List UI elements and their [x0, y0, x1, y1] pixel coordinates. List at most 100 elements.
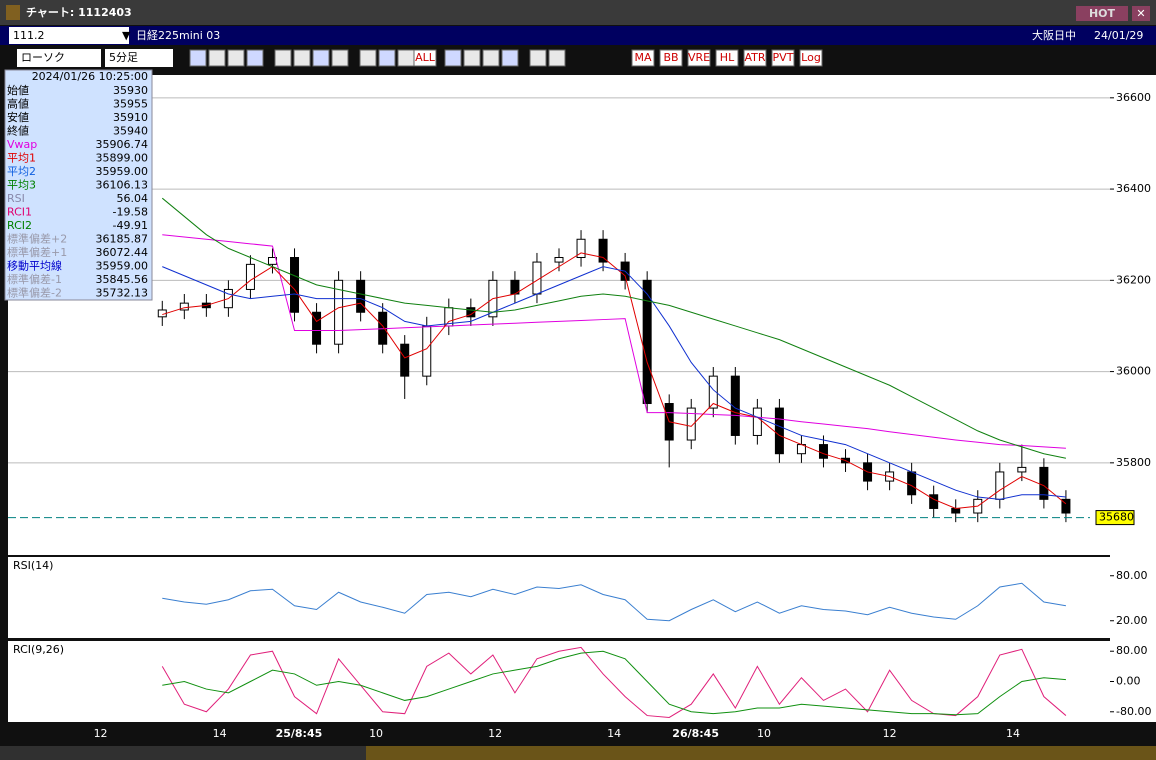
y-tick-label: 36000 [1116, 365, 1151, 378]
panel-title: RSI(14) [13, 559, 53, 572]
info-label: 標準偏差+2 [7, 232, 67, 246]
price-axis [1110, 75, 1156, 722]
series-line [161, 197, 1067, 459]
info-label: 平均2 [7, 165, 36, 178]
info-value: 35910 [113, 111, 148, 124]
tool-button[interactable] [687, 49, 711, 67]
tool-icon[interactable] [444, 49, 462, 67]
toolbar [0, 46, 1156, 70]
x-tick-label: 12 [94, 727, 108, 740]
tool-icon[interactable] [274, 49, 292, 67]
candle-body [356, 279, 366, 313]
chart-type-select[interactable] [17, 49, 101, 67]
date: 24/01/29 [1094, 29, 1143, 42]
tool-button[interactable] [631, 49, 655, 67]
info-label: 標準偏差+1 [7, 245, 67, 259]
info-value: 35940 [113, 125, 148, 138]
x-tick-label: 12 [488, 727, 502, 740]
tool-icon[interactable] [359, 49, 377, 67]
hot-label: HOT [1089, 7, 1116, 20]
tool-button[interactable] [771, 49, 795, 67]
tool-icon[interactable] [397, 49, 415, 67]
candle-body [179, 302, 189, 311]
close-button[interactable] [1132, 6, 1150, 21]
tool-icon[interactable] [312, 49, 330, 67]
price-panel [8, 75, 1110, 555]
candle-body [907, 471, 917, 496]
dropdown-arrow: ▼ [122, 29, 131, 42]
tool-button-label: ATR [744, 51, 765, 64]
candle-body [576, 238, 586, 259]
tool-icon[interactable] [482, 49, 500, 67]
candle-body [995, 471, 1005, 500]
symbol-box[interactable] [9, 27, 129, 44]
info-label: Vwap [7, 138, 37, 151]
panel-title: RCI(9,26) [13, 643, 64, 656]
window-title: チャート: 1112403 [26, 6, 132, 19]
candle-body [818, 444, 828, 459]
x-tick-label: 10 [757, 727, 771, 740]
tool-icon[interactable] [208, 49, 226, 67]
candle-body [774, 407, 784, 455]
app-icon [6, 5, 20, 20]
tool-icon[interactable] [189, 49, 207, 67]
symbol: 111.2 [13, 29, 45, 42]
tool-button[interactable] [413, 49, 437, 67]
current-price-label: 35680 [1099, 511, 1134, 524]
tool-icon[interactable] [501, 49, 519, 67]
tool-icon[interactable] [529, 49, 547, 67]
info-panel [4, 69, 153, 301]
candle-body [334, 279, 344, 345]
series-line [162, 234, 1066, 449]
info-label: 始値 [7, 83, 29, 97]
y-tick-label: 0.00 [1116, 675, 1141, 688]
info-timestamp: 2024/01/26 10:25:00 [32, 70, 148, 83]
tool-icon[interactable] [227, 49, 245, 67]
tool-icon[interactable] [548, 49, 566, 67]
title-bar [0, 0, 1156, 25]
tool-icon[interactable] [293, 49, 311, 67]
tool-button[interactable] [659, 49, 683, 67]
info-value: 35959.00 [96, 165, 149, 178]
rci-panel [8, 641, 1110, 722]
tool-icon[interactable] [246, 49, 264, 67]
info-value: 35959.00 [96, 260, 149, 273]
tool-button-label: ALL [415, 51, 436, 64]
y-tick-label: 36200 [1116, 273, 1151, 286]
x-tick-label: 25/8:45 [276, 727, 323, 740]
info-value: -49.91 [113, 219, 148, 232]
tool-icon[interactable] [378, 49, 396, 67]
candle-body [951, 507, 961, 514]
candle-body [400, 343, 410, 377]
chart-type: ローソク [21, 51, 65, 64]
candle-body [730, 375, 740, 436]
tool-button[interactable] [715, 49, 739, 67]
info-label: 安値 [7, 110, 29, 124]
series-line [161, 646, 1067, 718]
interval-select[interactable] [105, 49, 173, 67]
tool-button-label: Log [801, 51, 821, 64]
info-value: 36106.13 [96, 179, 149, 192]
info-label: RCI2 [7, 219, 32, 232]
candle-body [422, 325, 432, 377]
tool-button-label: MA [634, 51, 651, 64]
scroll-thumb[interactable] [366, 746, 1156, 760]
hot-button[interactable] [1076, 6, 1128, 21]
tool-icon[interactable] [463, 49, 481, 67]
x-tick-label: 12 [883, 727, 897, 740]
tool-button[interactable] [743, 49, 767, 67]
series-line [162, 252, 1067, 509]
tool-button-label: BB [663, 51, 678, 64]
info-bar [0, 26, 1156, 45]
rsi-panel [8, 557, 1110, 638]
interval: 5分足 [109, 51, 138, 64]
info-label: RSI [7, 192, 25, 205]
candle-body [1017, 466, 1027, 473]
tool-icon[interactable] [331, 49, 349, 67]
series-line [162, 650, 1066, 716]
tool-button[interactable] [799, 49, 823, 67]
info-value: -19.58 [113, 206, 148, 219]
x-tick-label: 26/8:45 [672, 727, 719, 740]
candle-body [642, 279, 652, 405]
